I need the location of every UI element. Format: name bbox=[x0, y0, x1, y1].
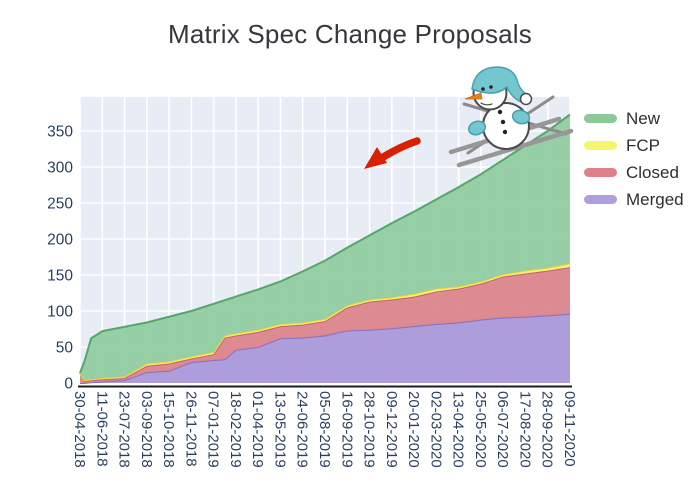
snowman-smile bbox=[480, 102, 493, 106]
red-arrow-annotation bbox=[364, 137, 421, 169]
x-tick-label: 05-08-2019 bbox=[316, 391, 333, 468]
x-tick-label: 28-10-2019 bbox=[361, 391, 378, 468]
x-tick-label: 23-07-2018 bbox=[116, 391, 133, 468]
x-tick-label: 20-01-2020 bbox=[405, 391, 422, 468]
y-tick-label: 300 bbox=[47, 160, 73, 177]
legend-swatch-fcp bbox=[584, 141, 617, 150]
y-tick-label: 0 bbox=[64, 376, 73, 393]
snowman-mitten bbox=[467, 120, 487, 136]
x-tick-label: 24-06-2019 bbox=[294, 391, 311, 468]
snowman-button bbox=[502, 129, 508, 135]
legend-swatch-closed bbox=[584, 168, 617, 177]
legend-label: FCP bbox=[626, 136, 660, 155]
x-tick-label: 09-11-2020 bbox=[561, 391, 578, 467]
carrot-nose-icon bbox=[464, 92, 483, 100]
snowman-mitten bbox=[511, 109, 531, 125]
hat-pompom bbox=[519, 92, 533, 106]
legend-swatch-new bbox=[584, 114, 617, 123]
legend-item-fcp[interactable]: FCP bbox=[584, 132, 684, 159]
x-tick-label: 01-04-2019 bbox=[249, 391, 266, 468]
legend: New FCP Closed Merged bbox=[584, 105, 684, 213]
legend-label: Merged bbox=[626, 190, 684, 209]
x-tick-label: 06-07-2020 bbox=[494, 391, 511, 468]
legend-item-new[interactable]: New bbox=[584, 105, 684, 132]
snowman-eye bbox=[481, 87, 485, 91]
y-tick-label: 100 bbox=[47, 304, 73, 321]
x-tick-label: 03-09-2018 bbox=[138, 391, 155, 468]
skiing-snowman-annotation bbox=[448, 66, 574, 168]
y-tick-label: 350 bbox=[47, 124, 73, 141]
y-tick-label: 150 bbox=[47, 268, 73, 285]
area-merged bbox=[80, 313, 570, 383]
legend-label: New bbox=[626, 109, 661, 128]
x-tick-label: 25-05-2020 bbox=[472, 391, 489, 468]
x-tick-label: 09-12-2019 bbox=[383, 391, 400, 468]
area-closed bbox=[80, 267, 570, 383]
legend-item-merged[interactable]: Merged bbox=[584, 186, 684, 213]
x-tick-label: 16-09-2019 bbox=[338, 391, 355, 468]
y-tick-label: 250 bbox=[47, 196, 73, 213]
x-tick-label: 15-10-2018 bbox=[160, 391, 177, 468]
x-tick-label: 17-08-2020 bbox=[516, 391, 533, 468]
snowman-button bbox=[500, 119, 506, 125]
legend-label: Closed bbox=[626, 163, 679, 182]
x-tick-label: 18-02-2019 bbox=[227, 391, 244, 468]
x-tick-label: 26-11-2018 bbox=[182, 391, 199, 467]
x-tick-label: 30-04-2018 bbox=[71, 391, 88, 468]
x-tick-label: 11-06-2018 bbox=[93, 391, 110, 467]
x-tick-label: 02-03-2020 bbox=[427, 391, 444, 468]
area-new bbox=[80, 114, 570, 381]
plot-area: 0 50 100 150 200 250 300 350 30-04-2018 11-06-201… bbox=[47, 97, 578, 468]
x-tick-label: 07-01-2019 bbox=[205, 391, 222, 468]
x-tick-label: 28-09-2020 bbox=[539, 391, 556, 468]
chart-title: Matrix Spec Change Proposals bbox=[167, 19, 532, 49]
snowman-eye bbox=[489, 85, 493, 89]
y-tick-label: 200 bbox=[47, 232, 73, 249]
snowman-button bbox=[497, 109, 503, 115]
legend-swatch-merged bbox=[584, 195, 617, 204]
x-tick-label: 13-05-2019 bbox=[271, 391, 288, 468]
x-tick-label: 13-04-2020 bbox=[450, 391, 467, 468]
legend-item-closed[interactable]: Closed bbox=[584, 159, 684, 186]
area-line-new bbox=[79, 113, 571, 374]
y-tick-label: 50 bbox=[56, 340, 74, 357]
